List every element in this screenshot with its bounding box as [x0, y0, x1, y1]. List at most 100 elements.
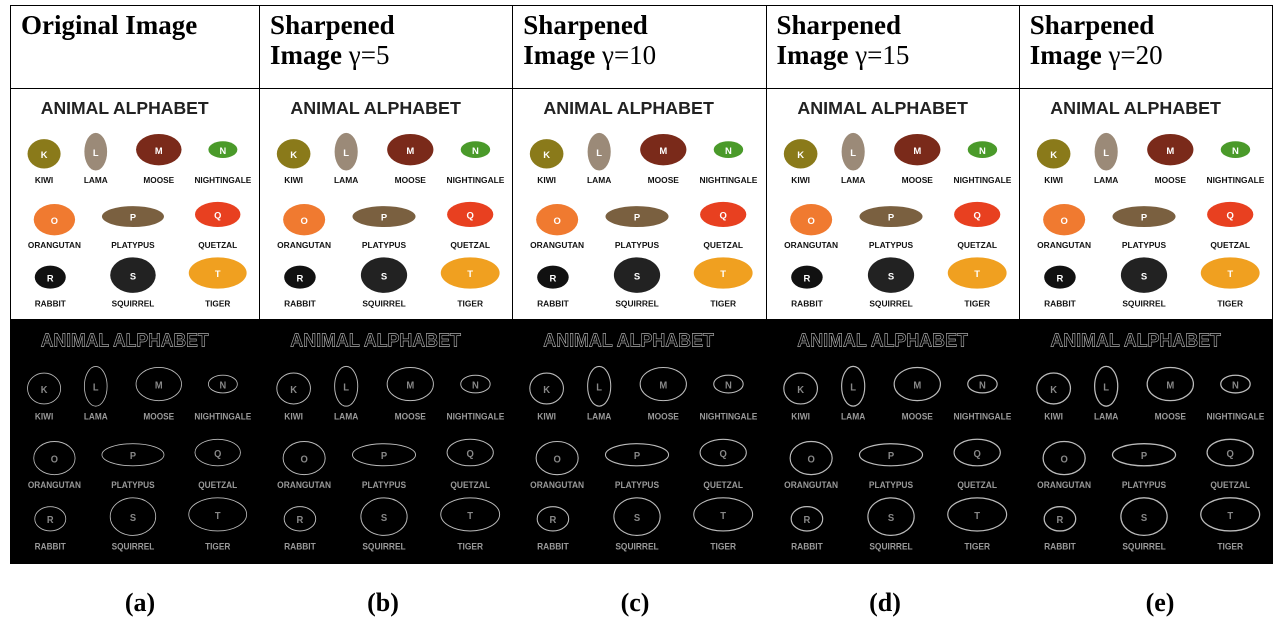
image-title: ANIMAL ALPHABET — [544, 329, 715, 351]
animal-shape — [1042, 204, 1085, 236]
animal-shape — [284, 265, 316, 289]
image-title: ANIMAL ALPHABET — [797, 329, 968, 351]
animal-image: ANIMAL ALPHABET K KIWI L LAMA M MOOSE N NIGHTING… — [260, 89, 513, 319]
animal-name: TIGER — [457, 298, 483, 308]
animal-letter: N — [979, 145, 986, 156]
animal-name: ORANGUTAN — [530, 240, 584, 250]
animal-name: RABBIT — [537, 298, 570, 308]
animal-name: LAMA — [84, 175, 108, 185]
animal-letter: O — [51, 216, 58, 226]
animal-letter: R — [47, 515, 54, 526]
animal-shape — [1200, 257, 1260, 289]
animal-image: ANIMAL ALPHABET K KIWI L LAMA M MOOSE N NIGHTING… — [766, 89, 1019, 319]
animal-letter: Q — [720, 210, 727, 221]
animal-shape — [386, 366, 434, 402]
animal-name: QUETZAL — [957, 240, 997, 250]
animal-letter: T — [974, 511, 980, 522]
animal-name: RABBIT — [1044, 298, 1077, 308]
edge-cell: ANIMAL ALPHABET K KIWI L LAMA M MOOSE N NIGHTING… — [9, 319, 261, 564]
header-param: γ=15 — [855, 40, 910, 70]
animal-letter: O — [807, 454, 815, 465]
animal-letter: M — [406, 380, 414, 391]
animal-shape — [789, 440, 833, 476]
animal-shape — [893, 366, 941, 402]
caption: (b) — [367, 588, 399, 617]
figure-table: Original Image Sharpened Image γ=5 Sharpene… — [9, 5, 1274, 564]
animal-shape — [33, 441, 76, 476]
animal-name: ORANGUTAN — [530, 480, 584, 490]
animal-name: RABBIT — [791, 298, 824, 308]
animal-letter: S — [381, 270, 387, 281]
animal-shape — [1206, 438, 1254, 467]
animal-letter: T — [721, 268, 727, 279]
animal-name: ORANGUTAN — [277, 240, 331, 250]
animal-shape — [188, 257, 247, 289]
animal-letter: R — [550, 272, 557, 283]
animal-shape — [135, 367, 182, 402]
animal-letter: O — [301, 454, 309, 465]
animal-name: LAMA — [841, 411, 865, 421]
animal-name: LAMA — [334, 411, 358, 421]
animal-letter: T — [1227, 511, 1233, 522]
animal-letter: Q — [214, 449, 222, 460]
animal-letter: Q — [1226, 210, 1233, 221]
animal-name: LAMA — [1094, 175, 1118, 185]
animal-letter: L — [597, 147, 603, 158]
animal-name: NIGHTINGALE — [953, 175, 1011, 185]
animal-name: NIGHTINGALE — [700, 411, 758, 421]
animal-letter: M — [406, 145, 414, 156]
animal-name: KIWI — [538, 175, 557, 185]
animal-letter: T — [215, 269, 221, 279]
animal-name: TIGER — [964, 542, 990, 552]
animal-letter: T — [467, 268, 473, 279]
animal-shape — [1112, 206, 1176, 227]
animal-shape — [1093, 365, 1119, 407]
animal-image: ANIMAL ALPHABET K KIWI L LAMA M MOOSE N NIGHTING… — [529, 329, 758, 552]
animal-shape — [34, 506, 67, 532]
animal-name: PLATYPUS — [111, 240, 155, 250]
animal-letter: R — [1056, 272, 1063, 283]
header-param: γ=20 — [1108, 40, 1163, 70]
header-title: Sharpened — [776, 10, 902, 40]
animal-letter: K — [544, 385, 551, 396]
animal-shape — [613, 497, 661, 536]
animal-shape — [713, 374, 744, 394]
animal-shape — [1206, 201, 1254, 227]
animal-letter: R — [803, 515, 810, 526]
animal-shape — [859, 206, 923, 227]
animal-letter: M — [1166, 145, 1174, 156]
animal-name: ORANGUTAN — [28, 480, 81, 490]
animal-name: LAMA — [587, 411, 611, 421]
animal-image: ANIMAL ALPHABET K KIWI L LAMA M MOOSE N NIGHTING… — [513, 89, 766, 319]
animal-name: KIWI — [284, 411, 303, 421]
animal-shape — [841, 132, 865, 171]
header-title: Image — [776, 40, 849, 70]
animal-name: SQUIRREL — [362, 298, 405, 308]
animal-letter: Q — [973, 449, 981, 460]
animal-name: TIGER — [711, 298, 737, 308]
animal-shape — [194, 201, 241, 227]
animal-name: KIWI — [35, 411, 53, 421]
animal-letter: P — [634, 451, 641, 462]
edge-cell: ANIMAL ALPHABET K KIWI L LAMA M MOOSE N NIGHTING… — [259, 319, 514, 564]
animal-name: QUETZAL — [1210, 240, 1250, 250]
animal-name: QUETZAL — [198, 240, 237, 250]
animal-name: NIGHTINGALE — [447, 411, 505, 421]
animal-letter: P — [381, 451, 388, 462]
animal-letter: T — [974, 268, 980, 279]
animal-name: QUETZAL — [704, 480, 744, 490]
animal-name: NIGHTINGALE — [1206, 411, 1264, 421]
edge-cell: ANIMAL ALPHABET K KIWI L LAMA M MOOSE N NIGHTING… — [1018, 319, 1274, 564]
animal-name: SQUIRREL — [869, 298, 912, 308]
animal-shape — [109, 497, 157, 536]
animal-shape — [101, 443, 165, 467]
animal-letter: K — [1050, 385, 1057, 396]
animal-shape — [947, 257, 1007, 289]
animal-letter: Q — [467, 449, 475, 460]
animal-letter: S — [1141, 513, 1148, 524]
animal-letter: N — [220, 380, 227, 391]
animal-shape — [639, 366, 688, 402]
animal-letter: O — [301, 215, 308, 226]
animal-name: ORANGUTAN — [1037, 480, 1091, 490]
animal-shape — [194, 438, 241, 467]
